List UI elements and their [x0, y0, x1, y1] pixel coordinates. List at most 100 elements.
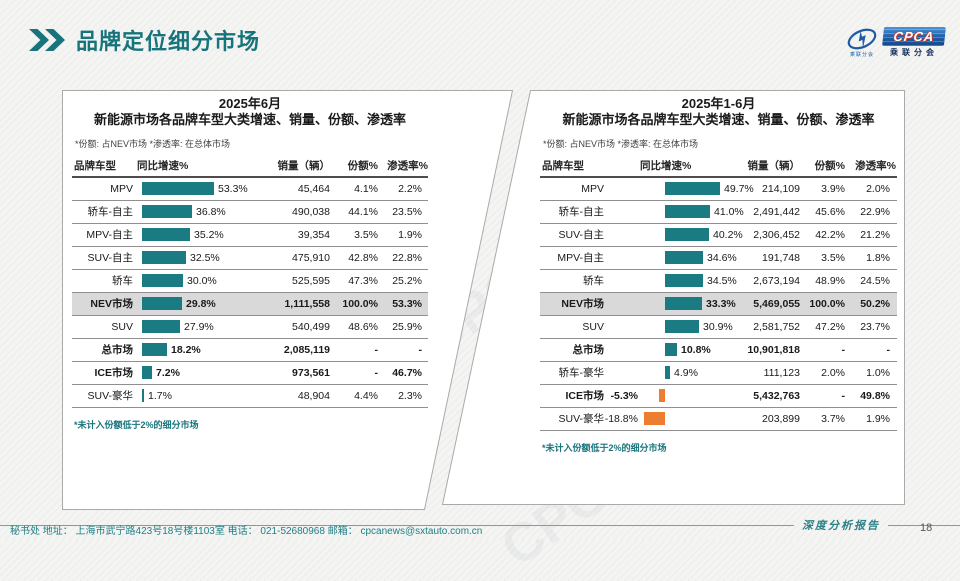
growth-value: 30.0% [187, 275, 217, 287]
share-value: - [841, 390, 846, 402]
sales-value: 48,904 [297, 390, 330, 402]
chart-title-line1: 2025年6月 [218, 96, 282, 111]
sales-value: 1,111,558 [284, 298, 330, 310]
row-label: MPV-自主 [86, 229, 133, 241]
growth-value: 30.9% [703, 321, 733, 333]
row-label: 轿车 [583, 275, 604, 287]
row-label: 轿车 [112, 275, 133, 287]
table-header-row: 品牌车型 同比增速% 销量（辆） 份额% 渗透率% [540, 156, 897, 178]
growth-bar [142, 228, 190, 241]
logo-caption: 乘联分会 [849, 51, 874, 58]
table-header-row: 品牌车型 同比增速% 销量（辆） 份额% 渗透率% [72, 156, 428, 178]
sales-value: 214,109 [762, 183, 800, 195]
share-value: 4.4% [354, 390, 378, 402]
share-value: - [374, 367, 379, 379]
growth-value: 32.5% [190, 252, 220, 264]
sales-value: 191,748 [762, 252, 800, 264]
column-category: 品牌车型 [542, 160, 584, 172]
sales-value: 203,899 [762, 413, 800, 425]
share-value: 3.7% [821, 413, 845, 425]
growth-bar [665, 297, 702, 310]
growth-value: 27.9% [184, 321, 214, 333]
penetration-value: 2.0% [866, 183, 890, 195]
column-share: 份额% [347, 160, 378, 172]
sales-value: 2,306,452 [753, 229, 800, 241]
footer-rule: 深度分析报告 [0, 517, 960, 533]
table-row: 轿车-自主 2,491,442 45.6% 22.9% 41.0% [540, 201, 897, 224]
growth-bar [142, 389, 144, 402]
growth-bar [644, 412, 665, 425]
growth-value: 29.8% [186, 298, 216, 310]
penetration-value: 2.2% [398, 183, 422, 195]
share-value: 47.3% [348, 275, 378, 287]
footer-contact-info: 秘书处 地址： 上海市武宁路423号18号楼1103室 电话： 021-5268… [10, 526, 483, 537]
penetration-value: 23.7% [860, 321, 890, 333]
chart-note: *份额: 占NEV市场 *渗透率: 在总体市场 [543, 139, 699, 149]
chart-title-line2: 新能源市场各品牌车型大类增速、销量、份额、渗透率 [562, 112, 875, 127]
penetration-value: 2.3% [398, 390, 422, 402]
share-value: 48.9% [815, 275, 845, 287]
share-value: 2.0% [821, 367, 845, 379]
column-penetration: 渗透率% [855, 160, 896, 172]
share-value: 42.8% [348, 252, 378, 264]
penetration-value: 50.2% [860, 298, 890, 310]
column-sales: 销量（辆） [747, 160, 801, 172]
column-penetration: 渗透率% [387, 160, 428, 172]
growth-bar [142, 343, 167, 356]
growth-value: 41.0% [714, 206, 744, 218]
row-label: ICE市场 [94, 367, 133, 379]
chart-title: 2025年6月 新能源市场各品牌车型大类增速、销量、份额、渗透率 [72, 96, 428, 128]
chart-footnote: *未计入份额低于2%的细分市场 [542, 443, 667, 453]
growth-bar [659, 389, 665, 402]
column-growth: 同比增速% [137, 160, 189, 172]
table-row: SUV-豪华 203,899 3.7% 1.9% -18.8% [540, 408, 897, 431]
growth-bar [142, 320, 180, 333]
cpca-swoosh-icon: 乘联分会 [845, 27, 879, 58]
table-row: 总市场 10,901,818 - - 10.8% [540, 339, 897, 362]
share-value: 44.1% [348, 206, 378, 218]
growth-value: 34.5% [707, 275, 737, 287]
penetration-value: 46.7% [392, 367, 422, 379]
growth-value: -5.3% [610, 390, 638, 402]
penetration-value: 25.2% [392, 275, 422, 287]
sales-value: 475,910 [292, 252, 330, 264]
penetration-value: 22.9% [860, 206, 890, 218]
sales-value: 10,901,818 [747, 344, 800, 356]
table-row: MPV-自主 39,354 3.5% 1.9% 35.2% [72, 224, 428, 247]
row-label: SUV-豪华 [558, 413, 604, 425]
growth-bar [665, 274, 703, 287]
chart-title: 2025年1-6月 新能源市场各品牌车型大类增速、销量、份额、渗透率 [540, 96, 897, 128]
table-row: SUV-豪华 48,904 4.4% 2.3% 1.7% [72, 385, 428, 408]
growth-value: 49.7% [724, 183, 754, 195]
growth-bar [665, 251, 703, 264]
penetration-value: 24.5% [860, 275, 890, 287]
row-label: 轿车-豪华 [558, 367, 605, 379]
growth-value: 40.2% [713, 229, 743, 241]
share-value: 45.6% [815, 206, 845, 218]
growth-value: 10.8% [681, 344, 711, 356]
column-sales: 销量（辆） [277, 160, 331, 172]
share-value: 42.2% [815, 229, 845, 241]
table-body: MPV 45,464 4.1% 2.2% 53.3% 轿车-自主 490,038 44.1% 2… [72, 178, 428, 408]
table-row: NEV市场 5,469,055 100.0% 50.2% 33.3% [540, 293, 897, 316]
table-row: MPV 214,109 3.9% 2.0% 49.7% [540, 178, 897, 201]
row-label: SUV-豪华 [87, 390, 133, 402]
share-value: 100.0% [809, 298, 845, 310]
row-label: MPV-自主 [557, 252, 604, 264]
share-value: 100.0% [342, 298, 378, 310]
table-row: SUV-自主 475,910 42.8% 22.8% 32.5% [72, 247, 428, 270]
row-label: SUV-自主 [87, 252, 133, 264]
growth-bar [665, 366, 670, 379]
growth-bar [142, 182, 214, 195]
table-row: MPV-自主 191,748 3.5% 1.8% 34.6% [540, 247, 897, 270]
row-label: SUV-自主 [558, 229, 604, 241]
page-title: 品牌定位细分市场 [76, 29, 261, 54]
share-value: - [374, 344, 379, 356]
growth-value: 18.2% [171, 344, 201, 356]
row-label: SUV [111, 321, 133, 333]
row-label: 总市场 [101, 344, 134, 356]
sales-value: 5,432,763 [753, 390, 800, 402]
cpca-badge: CPCA [882, 26, 946, 46]
penetration-value: 1.9% [398, 229, 422, 241]
growth-bar [142, 274, 183, 287]
